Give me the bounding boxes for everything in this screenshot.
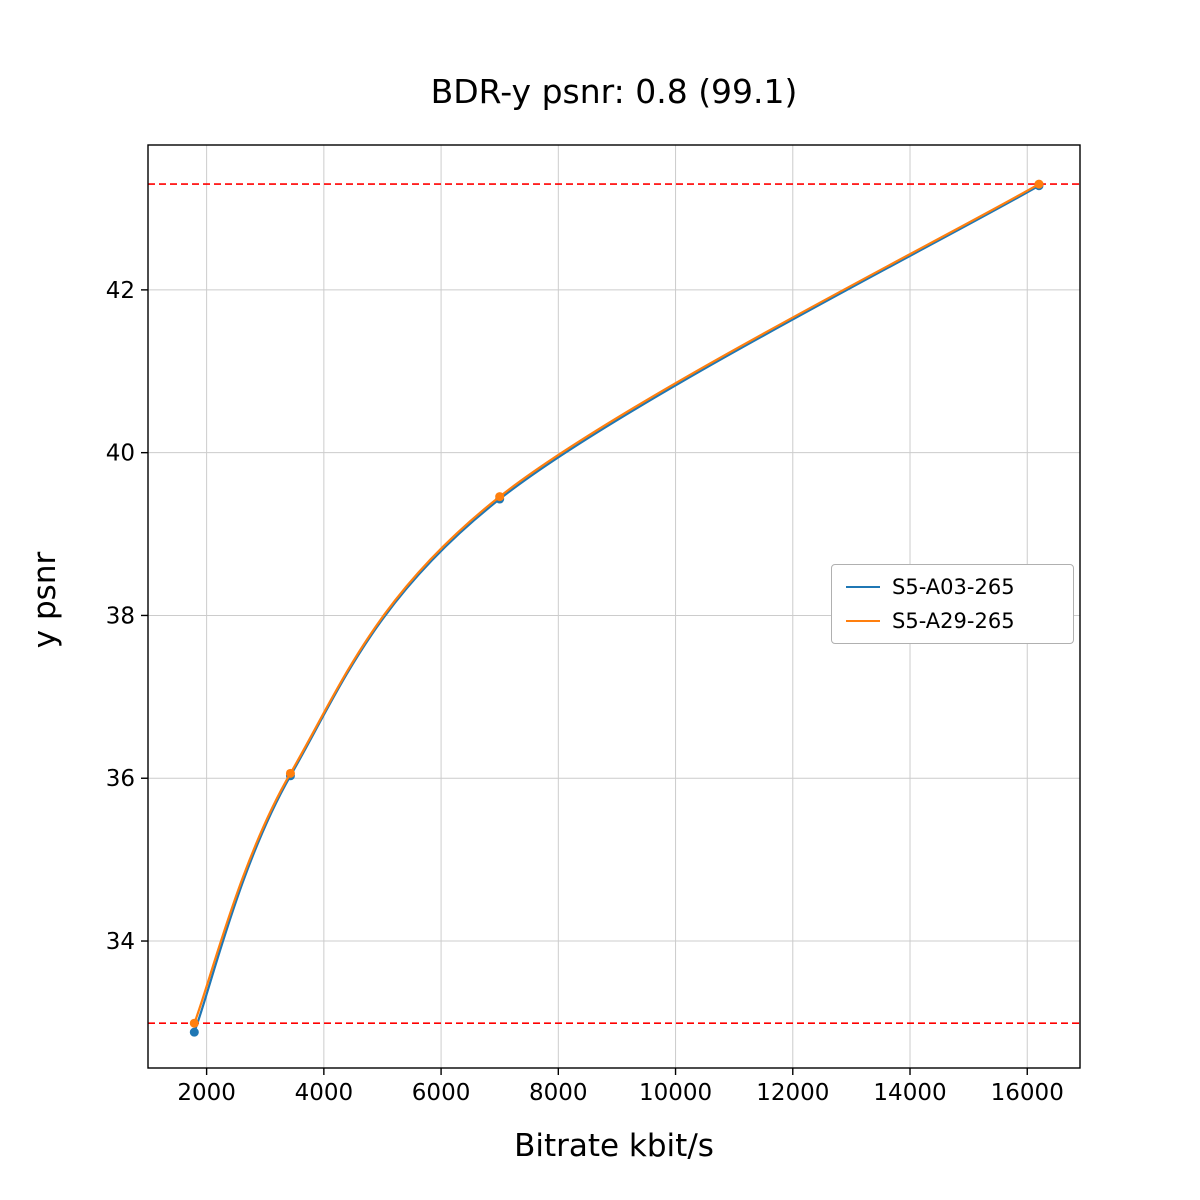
x-tick-label: 8000: [529, 1080, 588, 1106]
chart-title: BDR-y psnr: 0.8 (99.1): [430, 72, 798, 111]
x-tick-label: 10000: [639, 1080, 712, 1106]
data-point-S5-A29-265: [495, 492, 505, 502]
legend-label: S5-A03-265: [892, 575, 1015, 599]
y-tick-label: 34: [106, 929, 135, 955]
y-tick-label: 40: [106, 441, 135, 467]
x-tick-label: 14000: [873, 1080, 946, 1106]
data-point-S5-A29-265: [1034, 179, 1044, 189]
y-tick-label: 42: [106, 278, 135, 304]
legend-line-swatch-series-1: [846, 620, 880, 622]
data-point-S5-A29-265: [285, 768, 295, 778]
legend-label: S5-A29-265: [892, 609, 1015, 633]
y-tick-label: 36: [106, 766, 135, 792]
legend: S5-A03-265 S5-A29-265: [831, 564, 1074, 644]
x-tick-label: 2000: [177, 1080, 236, 1106]
data-point-S5-A03-265: [189, 1027, 199, 1037]
legend-line-swatch-series-0: [846, 586, 880, 588]
legend-item: S5-A03-265: [846, 575, 1059, 599]
x-tick-label: 4000: [295, 1080, 354, 1106]
y-axis-label: y psnr: [27, 551, 63, 649]
legend-item: S5-A29-265: [846, 609, 1059, 633]
x-tick-label: 16000: [991, 1080, 1064, 1106]
x-tick-label: 6000: [412, 1080, 471, 1106]
x-axis-label: Bitrate kbit/s: [514, 1128, 714, 1164]
series-line-S5-A29-265: [193, 183, 1040, 1024]
y-tick-label: 38: [106, 603, 135, 629]
axes-border: [147, 144, 1081, 1069]
x-tick-label: 12000: [756, 1080, 829, 1106]
data-point-S5-A29-265: [189, 1018, 199, 1028]
series-line-S5-A03-265: [193, 184, 1040, 1033]
